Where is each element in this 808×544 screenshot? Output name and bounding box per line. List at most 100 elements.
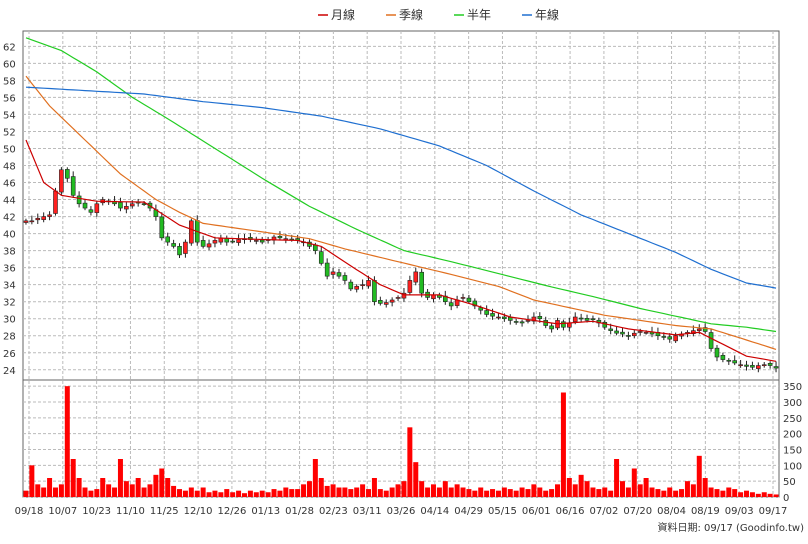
volume-bar-24 bbox=[165, 478, 171, 497]
price-tick-1: 26 bbox=[3, 349, 16, 360]
candle-body-114 bbox=[696, 328, 702, 331]
candle-body-36 bbox=[236, 239, 241, 243]
price-tick-9: 42 bbox=[3, 213, 16, 224]
candle-body-40 bbox=[259, 239, 265, 243]
volume-bar-121 bbox=[738, 492, 744, 497]
price-tick-7: 38 bbox=[3, 247, 16, 258]
volume-bar-118 bbox=[720, 490, 726, 497]
volume-bar-3 bbox=[41, 487, 47, 497]
candle-body-53 bbox=[336, 272, 342, 277]
volume-bar-120 bbox=[732, 489, 738, 497]
volume-bar-91 bbox=[560, 392, 566, 497]
volume-bar-94 bbox=[578, 474, 584, 497]
volume-tick-1: 50 bbox=[783, 477, 796, 488]
volume-bar-0 bbox=[23, 490, 29, 497]
volume-bar-43 bbox=[277, 490, 283, 497]
volume-bar-85 bbox=[525, 489, 531, 497]
candle-body-103 bbox=[631, 332, 637, 337]
candle-body-123 bbox=[750, 365, 755, 368]
volume-bar-32 bbox=[212, 490, 218, 497]
legend-label-1: 季線 bbox=[399, 7, 423, 22]
volume-bar-12 bbox=[94, 489, 100, 497]
volume-bar-112 bbox=[684, 481, 690, 497]
volume-bar-114 bbox=[696, 455, 702, 497]
candle-body-105 bbox=[643, 332, 649, 334]
legend-label-3: 年線 bbox=[535, 7, 559, 22]
candle-body-118 bbox=[720, 355, 726, 360]
candle-body-95 bbox=[584, 318, 590, 321]
candle-body-16 bbox=[118, 202, 123, 209]
volume-bar-73 bbox=[454, 484, 460, 497]
volume-bar-86 bbox=[531, 484, 537, 497]
volume-bar-17 bbox=[123, 481, 129, 497]
volume-bar-41 bbox=[265, 492, 271, 497]
candle-body-50 bbox=[318, 251, 324, 264]
candle-body-62 bbox=[389, 299, 395, 303]
price-tick-4: 32 bbox=[3, 298, 16, 309]
candle-body-102 bbox=[626, 335, 631, 337]
grid bbox=[23, 31, 779, 498]
volume-bar-29 bbox=[194, 490, 200, 497]
volume-bar-122 bbox=[744, 490, 750, 497]
volume-bar-23 bbox=[159, 468, 165, 497]
volume-bar-68 bbox=[425, 487, 431, 497]
volume-bar-123 bbox=[749, 492, 755, 497]
candle-body-94 bbox=[578, 317, 584, 320]
volume-bar-74 bbox=[460, 487, 466, 497]
date-tick-20: 08/19 bbox=[691, 506, 720, 517]
volume-bar-124 bbox=[755, 493, 761, 497]
price-tick-17: 58 bbox=[3, 76, 16, 87]
candle-body-127 bbox=[773, 366, 779, 369]
volume-bar-35 bbox=[230, 492, 236, 497]
candle-body-58 bbox=[366, 280, 371, 287]
price-tick-14: 52 bbox=[3, 127, 16, 138]
volume-bar-56 bbox=[354, 487, 360, 497]
volume-bar-97 bbox=[596, 489, 602, 497]
candle-body-116 bbox=[708, 332, 714, 349]
candle-body-121 bbox=[738, 364, 743, 366]
date-tick-15: 06/01 bbox=[522, 506, 551, 517]
candle-body-115 bbox=[702, 327, 708, 332]
price-tick-16: 56 bbox=[3, 93, 16, 104]
candle-body-4 bbox=[47, 214, 52, 217]
volume-bar-84 bbox=[519, 487, 525, 497]
candle-body-119 bbox=[726, 359, 732, 362]
candle-body-86 bbox=[531, 316, 537, 322]
candle-body-79 bbox=[490, 313, 495, 317]
price-tick-15: 54 bbox=[3, 110, 16, 121]
volume-tick-6: 300 bbox=[783, 398, 802, 409]
volume-bar-64 bbox=[401, 481, 407, 497]
volume-bar-99 bbox=[608, 490, 614, 497]
price-tick-6: 36 bbox=[3, 264, 16, 275]
volume-tick-4: 200 bbox=[783, 430, 802, 441]
volume-bar-87 bbox=[537, 487, 543, 497]
date-tick-0: 09/18 bbox=[15, 506, 44, 517]
volume-bar-54 bbox=[342, 487, 348, 497]
candle-body-87 bbox=[537, 316, 543, 320]
candle-body-67 bbox=[419, 271, 424, 294]
volume-bar-28 bbox=[188, 487, 194, 497]
volume-bar-46 bbox=[295, 489, 301, 497]
volume-bar-33 bbox=[218, 492, 224, 497]
candle-body-52 bbox=[330, 271, 336, 275]
volume-bar-61 bbox=[383, 490, 389, 497]
volume-bar-109 bbox=[667, 487, 673, 497]
volume-bar-58 bbox=[366, 489, 372, 497]
volume-bar-115 bbox=[702, 478, 708, 497]
candle-body-91 bbox=[561, 321, 566, 328]
volume-bar-65 bbox=[407, 427, 413, 497]
volume-bar-36 bbox=[236, 490, 242, 497]
volume-bar-39 bbox=[253, 492, 259, 497]
volume-bar-93 bbox=[572, 484, 578, 497]
date-tick-5: 12/10 bbox=[184, 506, 213, 517]
candle-body-75 bbox=[466, 297, 472, 302]
date-tick-2: 10/23 bbox=[82, 506, 111, 517]
date-axis: 09/18 10/07 10/23 11/10 11/25 12/10 12/26 01/13… bbox=[15, 506, 788, 517]
volume-bar-66 bbox=[413, 462, 419, 497]
legend: 月線 季線 半年 年線 bbox=[318, 7, 559, 22]
candle-body-5 bbox=[53, 190, 58, 214]
volume-bar-125 bbox=[761, 492, 767, 497]
volume-bar-30 bbox=[200, 487, 206, 497]
candle-body-61 bbox=[383, 302, 389, 305]
